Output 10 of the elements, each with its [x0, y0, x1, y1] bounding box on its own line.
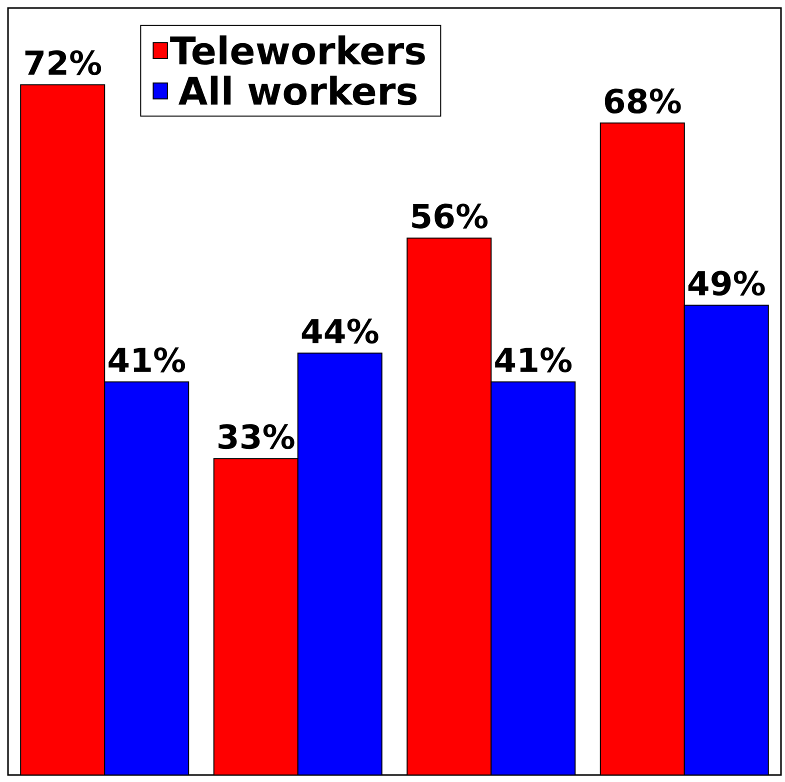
data-label: 33%: [218, 424, 294, 450]
legend-label: Teleworkers: [170, 35, 425, 65]
data-label: 44%: [302, 318, 378, 344]
data-label: 41%: [495, 347, 572, 372]
data-label: 41%: [108, 347, 186, 372]
legend-label: All workers: [178, 76, 417, 106]
data-label: 56%: [412, 204, 488, 229]
data-label: 72%: [25, 50, 102, 76]
data-label: 68%: [604, 88, 681, 114]
data-label: 49%: [688, 270, 765, 296]
